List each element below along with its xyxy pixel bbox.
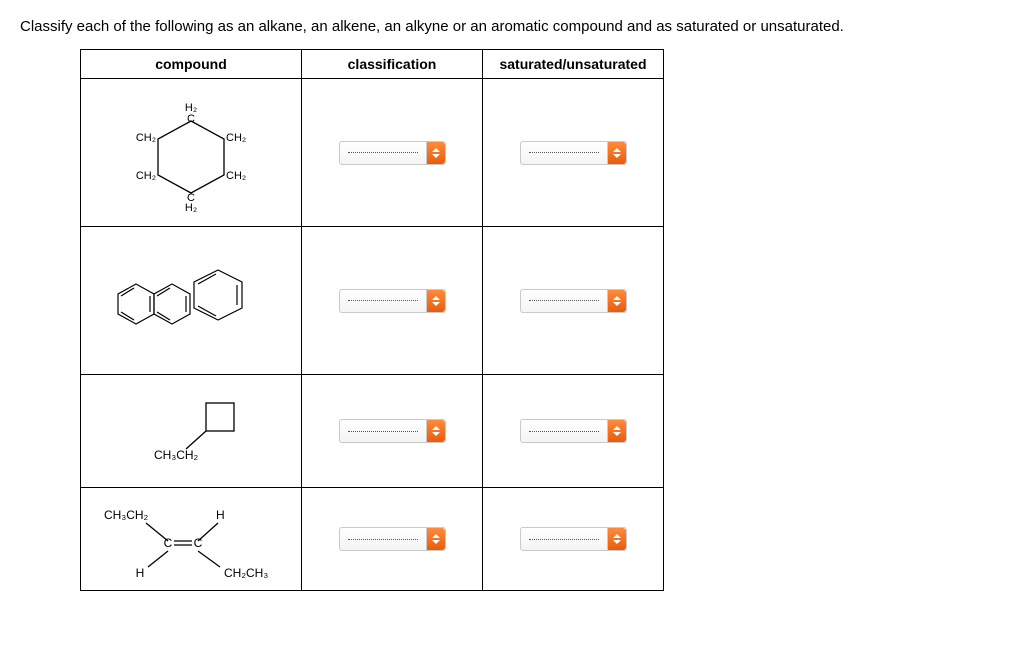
- dropdown-blank: [529, 431, 599, 432]
- compound-cyclohexane: H₂ C CH₂ CH₂ CH₂ CH₂ C H₂: [81, 79, 302, 227]
- dropdown-arrow-icon: [426, 528, 445, 550]
- dropdown-blank: [348, 300, 418, 301]
- hexene-structure: CH₃CH₂ H C C H CH₂CH₃: [96, 499, 286, 579]
- table-row: [81, 227, 664, 375]
- dropdown-arrow-icon: [426, 142, 445, 164]
- classification-dropdown[interactable]: [339, 289, 446, 313]
- col-saturation: saturated/unsaturated: [483, 50, 664, 79]
- svg-text:CH₂CH₃: CH₂CH₃: [224, 566, 268, 579]
- saturation-dropdown[interactable]: [520, 527, 627, 551]
- col-classification: classification: [302, 50, 483, 79]
- svg-text:H: H: [216, 508, 225, 522]
- classification-dropdown[interactable]: [339, 527, 446, 551]
- classification-table: compound classification saturated/unsatu…: [80, 49, 664, 591]
- table-row: H₂ C CH₂ CH₂ CH₂ CH₂ C H₂: [81, 79, 664, 227]
- cyclohexane-structure: H₂ C CH₂ CH₂ CH₂ CH₂ C H₂: [126, 93, 256, 213]
- svg-text:H: H: [136, 566, 145, 579]
- saturation-dropdown[interactable]: [520, 289, 627, 313]
- table-row: CH₃CH₂: [81, 375, 664, 488]
- dropdown-arrow-icon: [607, 528, 626, 550]
- svg-text:CH₂: CH₂: [226, 132, 246, 144]
- dropdown-blank: [348, 431, 418, 432]
- ch3ch2-label: CH₃CH₂: [154, 448, 199, 462]
- svg-text:C: C: [187, 113, 195, 125]
- dropdown-arrow-icon: [426, 290, 445, 312]
- svg-text:CH₃CH₂: CH₃CH₂: [104, 508, 149, 522]
- table-row: CH₃CH₂ H C C H CH₂CH₃: [81, 488, 664, 591]
- svg-text:CH₂: CH₂: [226, 170, 246, 182]
- table-header-row: compound classification saturated/unsatu…: [81, 50, 664, 79]
- svg-text:H₂: H₂: [185, 202, 197, 213]
- dropdown-arrow-icon: [607, 142, 626, 164]
- aromatic-structure: [106, 246, 276, 356]
- dropdown-blank: [529, 539, 599, 540]
- svg-text:CH₂: CH₂: [136, 170, 156, 182]
- classification-dropdown[interactable]: [339, 141, 446, 165]
- dropdown-blank: [529, 152, 599, 153]
- dropdown-blank: [529, 300, 599, 301]
- compound-hexene: CH₃CH₂ H C C H CH₂CH₃: [81, 488, 302, 591]
- dropdown-arrow-icon: [607, 290, 626, 312]
- col-compound: compound: [81, 50, 302, 79]
- compound-aromatic: [81, 227, 302, 375]
- svg-text:C: C: [194, 536, 203, 550]
- classification-dropdown[interactable]: [339, 419, 446, 443]
- dropdown-blank: [348, 152, 418, 153]
- saturation-dropdown[interactable]: [520, 141, 627, 165]
- compound-ethylcyclobutane: CH₃CH₂: [81, 375, 302, 488]
- dropdown-arrow-icon: [607, 420, 626, 442]
- question-text: Classify each of the following as an alk…: [20, 18, 1004, 35]
- saturation-dropdown[interactable]: [520, 419, 627, 443]
- dropdown-arrow-icon: [426, 420, 445, 442]
- dropdown-blank: [348, 539, 418, 540]
- ethylcyclobutane-structure: CH₃CH₂: [116, 391, 266, 471]
- svg-text:C: C: [164, 536, 173, 550]
- svg-text:CH₂: CH₂: [136, 132, 156, 144]
